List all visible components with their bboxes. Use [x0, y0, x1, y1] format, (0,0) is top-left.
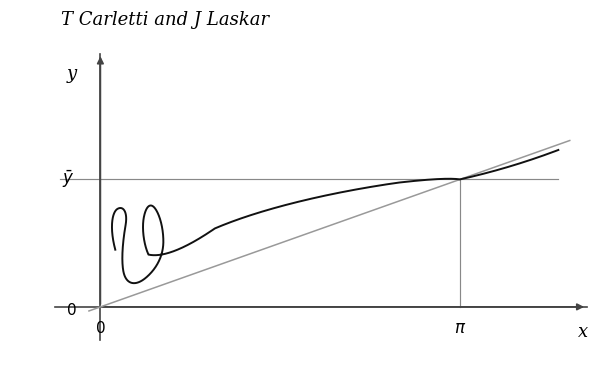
Text: 0: 0	[67, 303, 76, 318]
Text: x: x	[579, 323, 588, 341]
Text: $\bar{y}$: $\bar{y}$	[62, 169, 75, 190]
Text: T Carletti and J Laskar: T Carletti and J Laskar	[61, 11, 269, 29]
Text: 0: 0	[95, 321, 105, 336]
Text: $\pi$: $\pi$	[454, 320, 466, 337]
Text: y: y	[67, 65, 77, 83]
